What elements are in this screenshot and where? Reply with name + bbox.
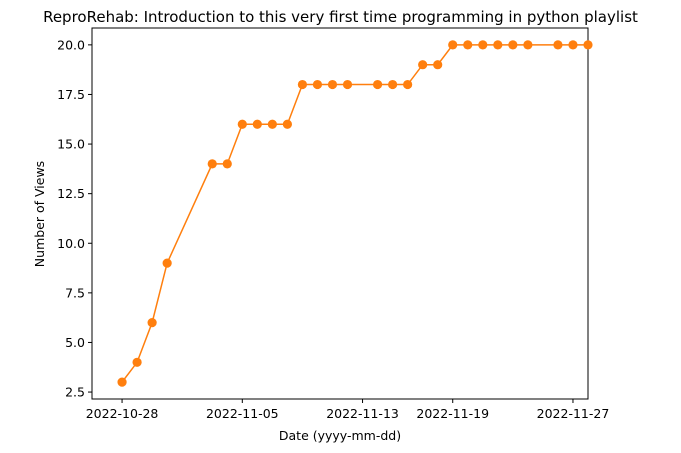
x-axis: 2022-10-28 2022-11-05 2022-11-13 2022-11-19… — [86, 399, 610, 421]
plot-area — [91, 27, 589, 400]
y-tick-label: 10.0 — [57, 236, 85, 251]
data-point — [478, 40, 488, 50]
y-tick-label: 12.5 — [57, 186, 85, 201]
data-point — [297, 79, 308, 90]
data-point — [117, 377, 127, 387]
data-point — [433, 60, 443, 70]
data-point — [132, 357, 142, 367]
y-axis: 2.5 5.0 7.5 10.0 12.5 15.0 17.5 20.0 — [57, 37, 92, 400]
data-point — [553, 40, 563, 50]
data-point — [523, 40, 533, 50]
data-point — [342, 79, 353, 90]
data-point — [222, 159, 232, 169]
y-tick-label: 2.5 — [65, 385, 85, 400]
x-tick-label: 2022-11-05 — [206, 406, 279, 421]
y-tick-label: 7.5 — [65, 285, 85, 300]
data-point — [162, 258, 172, 268]
data-point — [418, 60, 428, 70]
series-line — [117, 40, 593, 387]
y-tick-label: 15.0 — [57, 137, 85, 152]
x-tick-label: 2022-11-13 — [326, 406, 399, 421]
data-point — [463, 40, 473, 50]
data-point — [207, 159, 217, 169]
data-point — [388, 79, 398, 90]
x-tick-label: 2022-11-27 — [537, 406, 610, 421]
data-point — [372, 79, 383, 90]
data-point — [448, 40, 458, 50]
data-point — [267, 119, 277, 129]
chart-title: ReproRehab: Introduction to this very fi… — [43, 8, 638, 26]
data-point — [403, 79, 413, 90]
data-point — [327, 79, 338, 90]
data-point — [237, 119, 247, 129]
y-tick-label: 5.0 — [65, 335, 85, 350]
y-tick-label: 20.0 — [57, 37, 85, 52]
data-point — [312, 79, 323, 90]
x-tick-label: 2022-10-28 — [86, 406, 159, 421]
data-point — [568, 40, 578, 50]
data-point — [147, 318, 157, 328]
data-point — [252, 119, 262, 129]
y-axis-label: Number of Views — [32, 161, 47, 267]
data-point — [282, 119, 292, 129]
data-point — [493, 40, 503, 50]
data-point — [583, 40, 593, 50]
y-tick-label: 17.5 — [57, 87, 85, 102]
data-point — [508, 40, 518, 50]
x-axis-label: Date (yyyy-mm-dd) — [279, 428, 401, 443]
series-path — [121, 44, 588, 383]
x-tick-label: 2022-11-19 — [416, 406, 489, 421]
